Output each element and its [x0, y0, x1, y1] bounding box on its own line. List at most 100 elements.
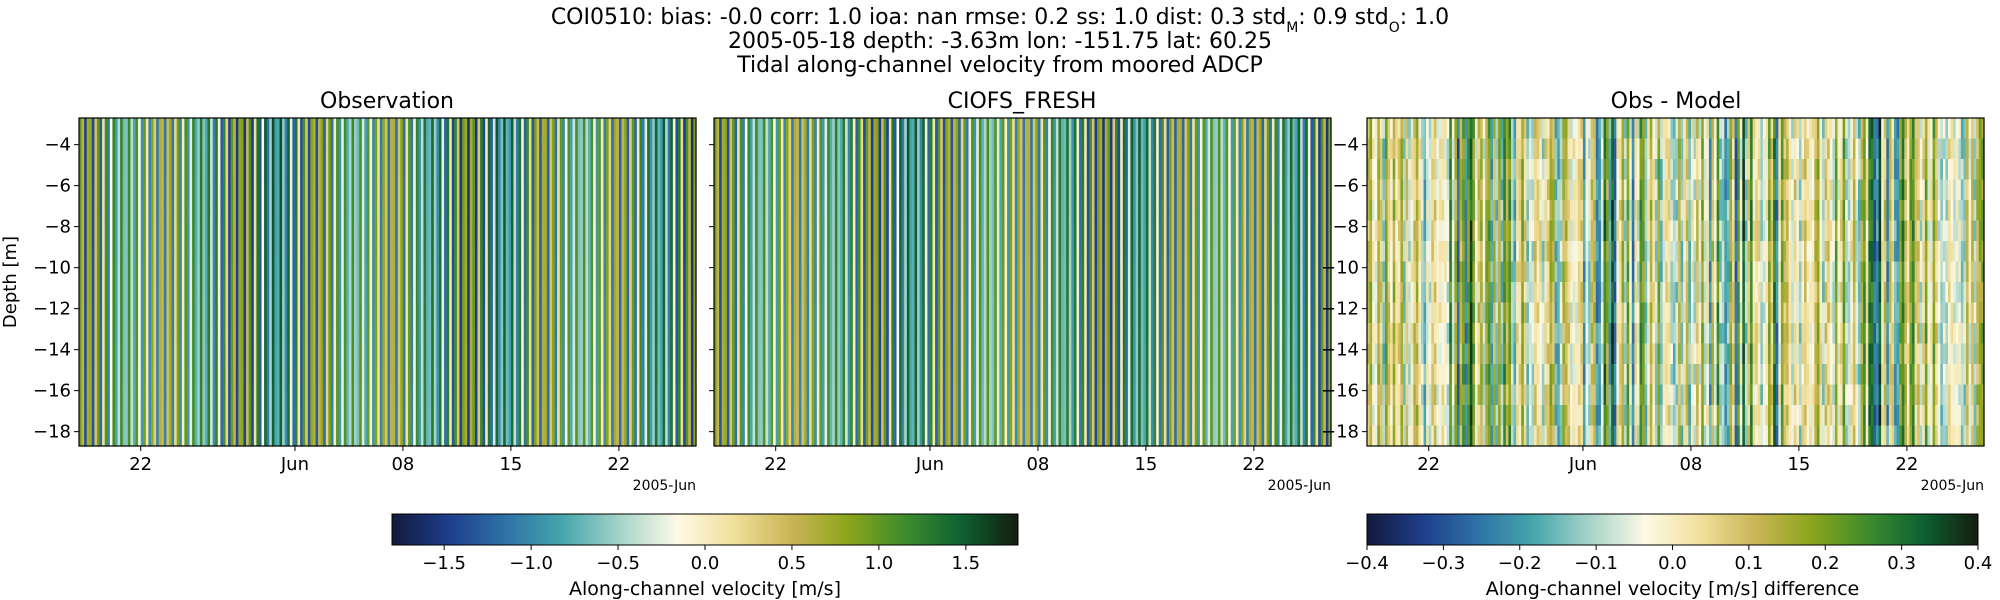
heatmap-cell: [99, 302, 103, 324]
heatmap-cell: [107, 302, 111, 324]
heatmap-cell: [413, 425, 417, 447]
heatmap-cell: [238, 343, 242, 365]
heatmap-cell: [603, 323, 607, 345]
heatmap-cell: [552, 343, 556, 365]
heatmap-cell: [343, 364, 347, 386]
heatmap-cell: [215, 302, 219, 324]
heatmap-cell: [629, 200, 633, 222]
heatmap-cell: [413, 220, 417, 242]
heatmap-cell: [292, 425, 296, 447]
heatmap-cell: [582, 323, 587, 345]
heatmap-cell: [330, 282, 335, 304]
heatmap-cell: [132, 405, 137, 427]
heatmap-cell: [86, 425, 90, 447]
heatmap-cell: [204, 343, 209, 365]
heatmap-cell: [341, 282, 345, 304]
heatmap-cell: [325, 343, 329, 365]
heatmap-cell: [521, 323, 525, 345]
heatmap-cell: [657, 179, 661, 201]
heatmap-cell: [431, 118, 435, 140]
heatmap-cell: [289, 159, 293, 181]
heatmap-cell: [467, 200, 471, 222]
heatmap-cell: [428, 282, 432, 304]
heatmap-cell: [590, 364, 594, 386]
heatmap-cell: [212, 241, 216, 263]
heatmap-cell: [122, 138, 126, 160]
heatmap-cell: [91, 118, 96, 140]
heatmap-cell: [369, 241, 373, 263]
heatmap-cell: [387, 179, 391, 201]
heatmap-cell: [112, 302, 116, 324]
heatmap-cell: [642, 118, 646, 140]
heatmap-cell: [539, 364, 543, 386]
heatmap-cell: [616, 241, 620, 263]
heatmap-cell: [541, 159, 545, 181]
heatmap-cell: [662, 138, 666, 160]
heatmap-cell: [354, 384, 358, 406]
heatmap-cell: [297, 323, 301, 345]
heatmap-cell: [552, 159, 556, 181]
heatmap-cell: [305, 302, 309, 324]
heatmap-cell: [194, 159, 198, 181]
heatmap-cell: [618, 405, 623, 427]
heatmap-cell: [606, 220, 610, 242]
heatmap-cell: [109, 118, 114, 140]
heatmap-cell: [397, 159, 401, 181]
heatmap-cell: [654, 200, 659, 222]
heatmap-cell: [534, 282, 538, 304]
heatmap-cell: [179, 282, 183, 304]
heatmap-cell: [359, 405, 363, 427]
heatmap-cell: [253, 179, 257, 201]
heatmap-cell: [495, 241, 499, 263]
heatmap-cell: [444, 118, 448, 140]
heatmap-cell: [269, 261, 273, 283]
heatmap-cell: [598, 241, 602, 263]
heatmap-cell: [97, 425, 101, 447]
heatmap-cell: [410, 200, 414, 222]
heatmap-cell: [181, 343, 185, 365]
heatmap-cell: [145, 282, 150, 304]
heatmap-cell: [143, 343, 147, 365]
heatmap-cell: [361, 159, 365, 181]
heatmap-cell: [202, 220, 206, 242]
heatmap-cell: [325, 138, 329, 160]
heatmap-cell: [639, 261, 643, 283]
heatmap-cell: [490, 302, 494, 324]
heatmap-cell: [336, 384, 340, 406]
heatmap-cell: [233, 364, 237, 386]
heatmap-cell: [559, 138, 563, 160]
heatmap-cell: [572, 200, 576, 222]
heatmap-cell: [253, 384, 257, 406]
heatmap-cell: [636, 241, 641, 263]
heatmap-cell: [328, 118, 332, 140]
heatmap-cell: [580, 200, 584, 222]
heatmap-cell: [343, 302, 347, 324]
heatmap-cell: [498, 364, 502, 386]
heatmap-cell: [444, 364, 448, 386]
heatmap-cell: [613, 118, 617, 140]
heatmap-cell: [467, 343, 471, 365]
heatmap-cell: [233, 282, 237, 304]
heatmap-cell: [485, 200, 489, 222]
heatmap-cell: [654, 282, 659, 304]
heatmap-cell: [575, 241, 579, 263]
heatmap-cell: [590, 261, 594, 283]
heatmap-cell: [109, 200, 114, 222]
heatmap-cell: [644, 261, 648, 283]
heatmap-cell: [518, 118, 522, 140]
heatmap-cell: [320, 241, 324, 263]
heatmap-cell: [449, 364, 453, 386]
heatmap-cell: [480, 118, 484, 140]
heatmap-cell: [287, 200, 291, 222]
heatmap-cell: [346, 138, 350, 160]
heatmap-cell: [284, 425, 288, 447]
heatmap-cell: [336, 138, 340, 160]
heatmap-cell: [472, 302, 476, 324]
heatmap-cell: [590, 241, 594, 263]
heatmap-cell: [436, 405, 440, 427]
heatmap-cell: [644, 425, 648, 447]
heatmap-cell: [613, 241, 617, 263]
heatmap-cell: [433, 405, 437, 427]
heatmap-cell: [544, 302, 548, 324]
heatmap-cell: [315, 261, 319, 283]
